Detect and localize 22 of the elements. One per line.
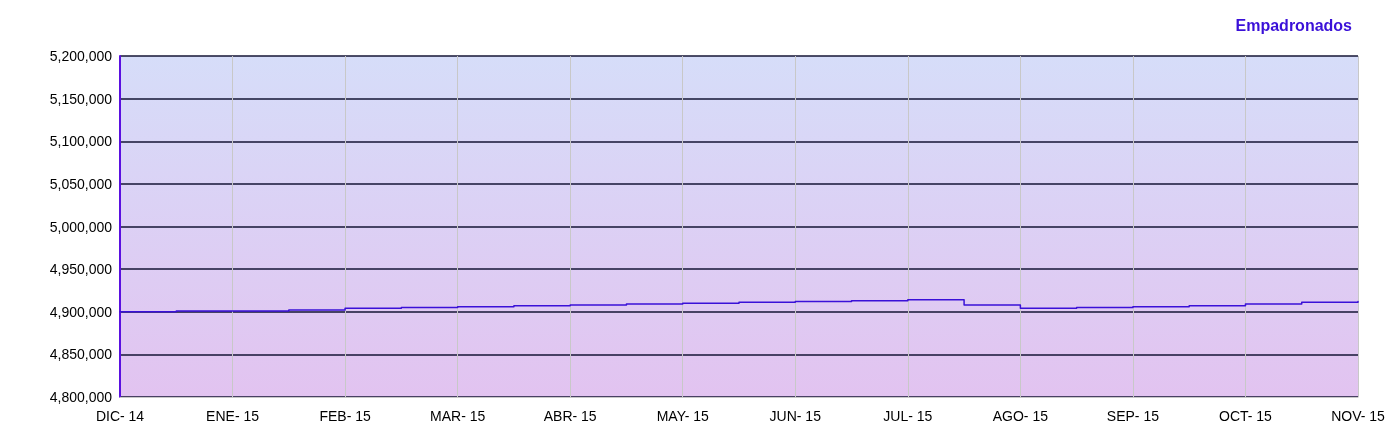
x-tick-label: NOV- 15 — [1331, 408, 1386, 424]
x-tick-label: OCT- 15 — [1219, 408, 1273, 424]
y-tick-label: 5,050,000 — [49, 175, 113, 192]
y-tick-label: 4,950,000 — [49, 261, 113, 278]
y-tick-label: 5,200,000 — [49, 48, 113, 64]
x-tick-label: AGO- 15 — [992, 408, 1049, 424]
x-tick-label: MAY- 15 — [656, 408, 710, 424]
y-tick-label: 4,850,000 — [49, 346, 113, 363]
text: Empadronados — [1235, 16, 1353, 34]
x-tick-label: FEB- 15 — [319, 408, 371, 424]
x-tick-label: DIC- 14 — [95, 408, 145, 424]
y-tick-label: 5,000,000 — [49, 218, 113, 235]
x-tick-label: MAR- 15 — [430, 408, 486, 424]
x-tick-label: ENE- 15 — [206, 408, 260, 424]
x-tick-label: ABR- 15 — [543, 408, 597, 424]
y-tick-label: 5,100,000 — [49, 133, 113, 150]
x-tick-label: JUL- 15 — [883, 408, 933, 424]
y-tick-label: 4,800,000 — [49, 389, 113, 405]
x-tick-label: JUN- 15 — [769, 408, 822, 424]
y-tick-label: 4,900,000 — [49, 303, 113, 320]
y-tick-label: 5,150,000 — [49, 90, 113, 107]
x-tick-label: SEP- 15 — [1106, 408, 1160, 424]
